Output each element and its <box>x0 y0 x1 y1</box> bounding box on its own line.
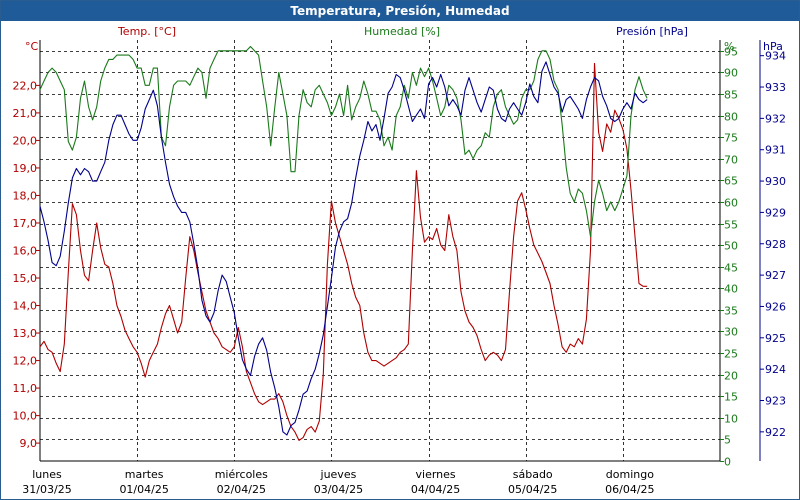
temperature-unit-label: °C <box>25 40 39 53</box>
x-day-label: viernes <box>416 468 456 481</box>
humidity-tick-label: 35 <box>724 305 738 318</box>
series-label-temperature: Temp. [°C] <box>117 25 176 38</box>
humidity-tick-label: 15 <box>724 391 738 404</box>
humidity-tick-label: 80 <box>724 111 738 124</box>
pressure-tick-label: 928 <box>765 238 786 251</box>
x-day-label: miércoles <box>215 468 268 481</box>
humidity-tick-label: 95 <box>724 46 738 59</box>
temperature-tick-label: 22,0 <box>13 79 38 92</box>
title-bar: Temperatura, Presión, Humedad <box>1 1 799 21</box>
humidity-tick-label: 70 <box>724 154 738 167</box>
x-day-label: jueves <box>320 468 357 481</box>
pressure-tick-label: 924 <box>765 363 786 376</box>
temperature-tick-label: 13,0 <box>13 327 38 340</box>
pressure-tick-label: 933 <box>765 81 786 94</box>
pressure-unit-label: hPa <box>763 40 783 53</box>
temperature-tick-label: 20,0 <box>13 134 38 147</box>
humidity-tick-label: 10 <box>724 413 738 426</box>
humidity-tick-label: 85 <box>724 89 738 102</box>
series-label-humidity: Humedad [%] <box>364 25 440 38</box>
x-date-label: 06/04/25 <box>605 483 654 496</box>
x-date-label: 05/04/25 <box>508 483 557 496</box>
humidity-tick-label: 20 <box>724 370 738 383</box>
pressure-tick-label: 923 <box>765 394 786 407</box>
pressure-tick-label: 922 <box>765 426 786 439</box>
pressure-tick-label: 930 <box>765 175 786 188</box>
x-day-label: sábado <box>513 468 553 481</box>
humidity-tick-label: 60 <box>724 197 738 210</box>
x-date-label: 04/04/25 <box>411 483 460 496</box>
humidity-unit-label: % <box>724 40 734 53</box>
humidity-tick-label: 90 <box>724 67 738 80</box>
humidity-tick-label: 0 <box>724 456 731 469</box>
x-date-label: 01/04/25 <box>119 483 168 496</box>
x-day-label: domingo <box>606 468 654 481</box>
x-date-label: 31/03/25 <box>22 483 71 496</box>
x-date-label: 02/04/25 <box>217 483 266 496</box>
humidity-tick-label: 75 <box>724 132 738 145</box>
temperature-tick-label: 16,0 <box>13 245 38 258</box>
x-day-label: martes <box>125 468 164 481</box>
temperature-tick-label: 11,0 <box>13 382 38 395</box>
temperature-line <box>39 62 648 441</box>
humidity-tick-label: 30 <box>724 326 738 339</box>
humidity-tick-label: 65 <box>724 175 738 188</box>
humidity-tick-label: 40 <box>724 283 738 296</box>
temperature-tick-label: 17,0 <box>13 217 38 230</box>
humidity-line <box>39 45 648 238</box>
temperature-tick-label: 19,0 <box>13 162 38 175</box>
temperature-tick-label: 14,0 <box>13 300 38 313</box>
pressure-tick-label: 927 <box>765 269 786 282</box>
humidity-tick-label: 5 <box>724 434 731 447</box>
pressure-tick-label: 929 <box>765 206 786 219</box>
pressure-tick-label: 934 <box>765 50 786 63</box>
humidity-tick-label: 45 <box>724 262 738 275</box>
pressure-tick-label: 931 <box>765 144 786 157</box>
pressure-tick-label: 932 <box>765 112 786 125</box>
temperature-tick-label: 15,0 <box>13 272 38 285</box>
series-label-pressure: Presión [hPa] <box>616 25 688 38</box>
pressure-line <box>39 61 648 436</box>
temperature-tick-label: 21,0 <box>13 107 38 120</box>
humidity-tick-label: 50 <box>724 240 738 253</box>
x-day-label: lunes <box>32 468 62 481</box>
temperature-tick-label: 9,0 <box>20 437 38 450</box>
temperature-tick-label: 10,0 <box>13 410 38 423</box>
temperature-tick-label: 18,0 <box>13 189 38 202</box>
x-date-label: 03/04/25 <box>314 483 363 496</box>
chart-title: Temperatura, Presión, Humedad <box>290 4 510 18</box>
pressure-tick-label: 926 <box>765 300 786 313</box>
humidity-tick-label: 55 <box>724 219 738 232</box>
pressure-tick-label: 925 <box>765 332 786 345</box>
temperature-tick-label: 12,0 <box>13 355 38 368</box>
humidity-tick-label: 25 <box>724 348 738 361</box>
